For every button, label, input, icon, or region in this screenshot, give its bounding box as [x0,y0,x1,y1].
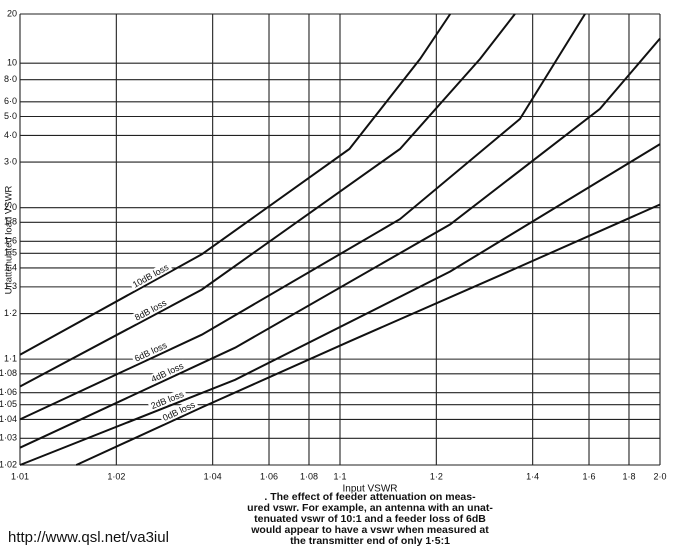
y-tick-label: 8·0 [4,74,17,84]
x-tick-label: 1·02 [107,471,125,481]
curve-label-bg [129,260,173,291]
y-tick-label: 1·02 [0,459,17,469]
caption-line: would appear to have a vswr when measure… [250,524,489,536]
y-tick-label: 1·6 [4,236,17,246]
y-tick-label: 3·0 [4,156,17,166]
x-tick-label: 1·8 [622,471,635,481]
curve [19,13,452,356]
y-tick-label: 1·4 [4,262,17,272]
y-tick-label: 1·3 [4,281,17,291]
y-tick-label: 1·03 [0,433,17,443]
x-tick-label: 1·04 [204,471,222,481]
curve [19,13,586,421]
caption-line: tenuated vswr of 10:1 and a feeder loss … [254,513,486,525]
y-tick-label: 1·04 [0,414,17,424]
y-tick-label: 10 [7,58,17,68]
x-tick-label: 1·4 [526,471,539,481]
y-tick-label: 1·2 [4,308,17,318]
x-tick-label: 1·08 [300,471,318,481]
curve-label-bg [147,359,188,386]
caption-line: ured vswr. For example, an antenna with … [247,502,493,514]
curve [19,13,516,388]
x-tick-label: 1·06 [260,471,278,481]
curve-label-bg [159,398,199,424]
curve [19,143,661,466]
curve [75,203,661,466]
curve [19,37,661,449]
y-tick-label: 1·5 [4,248,17,258]
y-tick-label: 2·0 [4,202,17,212]
x-tick-label: 2·0 [653,471,666,481]
y-axis-title: Unattenuated load VSWR [4,185,15,294]
x-tick-label: 1·6 [583,471,596,481]
y-tick-label: 1·06 [0,387,17,397]
y-tick-label: 5·0 [4,111,17,121]
x-tick-label: 1·2 [430,471,443,481]
curve-label-bg [147,388,188,412]
caption-line: . The effect of feeder attenuation on me… [264,491,476,503]
caption-line: the transmitter end of only 1·5:1 [290,535,450,547]
y-tick-label: 1·1 [4,354,17,364]
curve-label-bg [131,338,171,365]
y-tick-label: 20 [7,8,17,18]
y-tick-label: 1·05 [0,399,17,409]
x-tick-label: 1·1 [333,471,346,481]
x-axis-title: Input VSWR [342,484,397,495]
source-url: http://www.qsl.net/va3iul [8,529,169,546]
y-tick-label: 1·08 [0,368,17,378]
curve-label-bg [131,296,171,324]
x-tick-label: 1·01 [11,471,29,481]
y-tick-label: 1·8 [4,217,17,227]
y-tick-label: 4·0 [4,130,17,140]
y-tick-label: 6·0 [4,96,17,106]
